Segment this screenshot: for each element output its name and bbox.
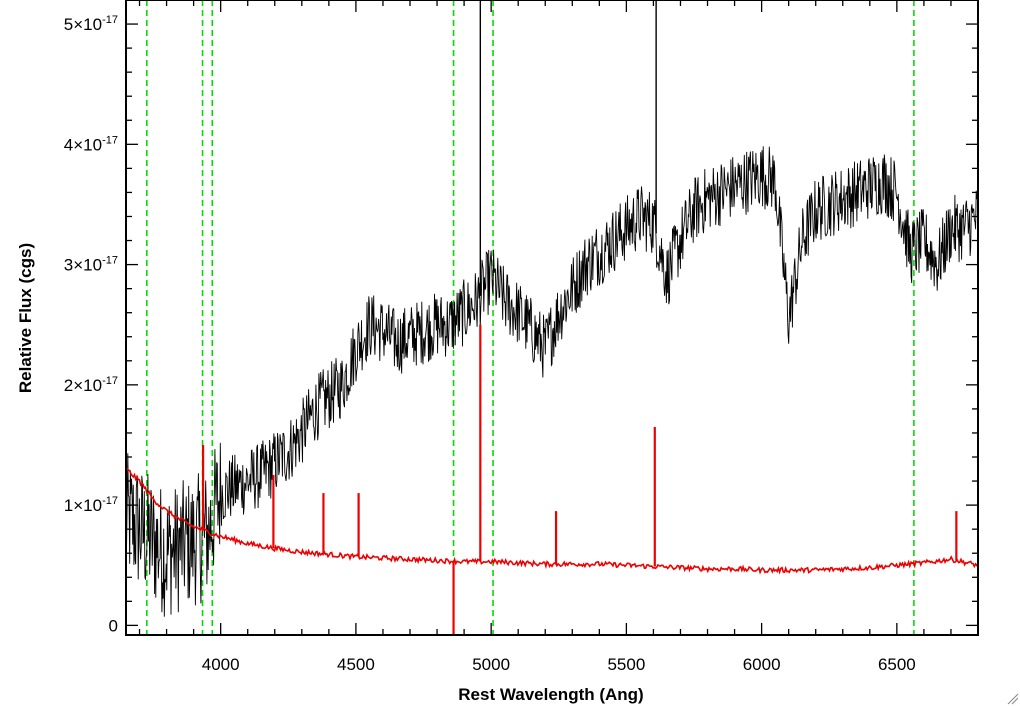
x-tick-label: 6000 — [743, 655, 781, 674]
y-tick-label: 0 — [109, 616, 118, 635]
y-axis-title: Relative Flux (cgs) — [16, 243, 35, 393]
axes — [125, 0, 979, 636]
resize-grip-icon — [1007, 693, 1019, 705]
y-tick-label: 1×10-17 — [64, 495, 118, 515]
x-tick-label: 4500 — [337, 655, 375, 674]
x-tick-label: 5500 — [607, 655, 645, 674]
y-tick-label: 4×10-17 — [64, 134, 118, 154]
x-tick-label: 4000 — [202, 655, 240, 674]
x-axis-title: Rest Wavelength (Ang) — [458, 685, 643, 704]
y-tick-label: 5×10-17 — [64, 14, 118, 34]
reference-lines — [146, 0, 915, 635]
series-layer — [125, 0, 979, 635]
x-tick-label: 5000 — [472, 655, 510, 674]
observed-spectrum-line — [125, 146, 979, 617]
y-tick-label: 3×10-17 — [64, 255, 118, 275]
model-spectrum-line — [125, 467, 979, 575]
tick-labels: 4000 4500 5000 5500 6000 6500 0 1×10-17 2×10-17 3… — [64, 14, 916, 674]
y-tick-label: 2×10-17 — [64, 375, 118, 395]
plot-frame — [125, 0, 979, 636]
x-tick-label: 6500 — [878, 655, 916, 674]
